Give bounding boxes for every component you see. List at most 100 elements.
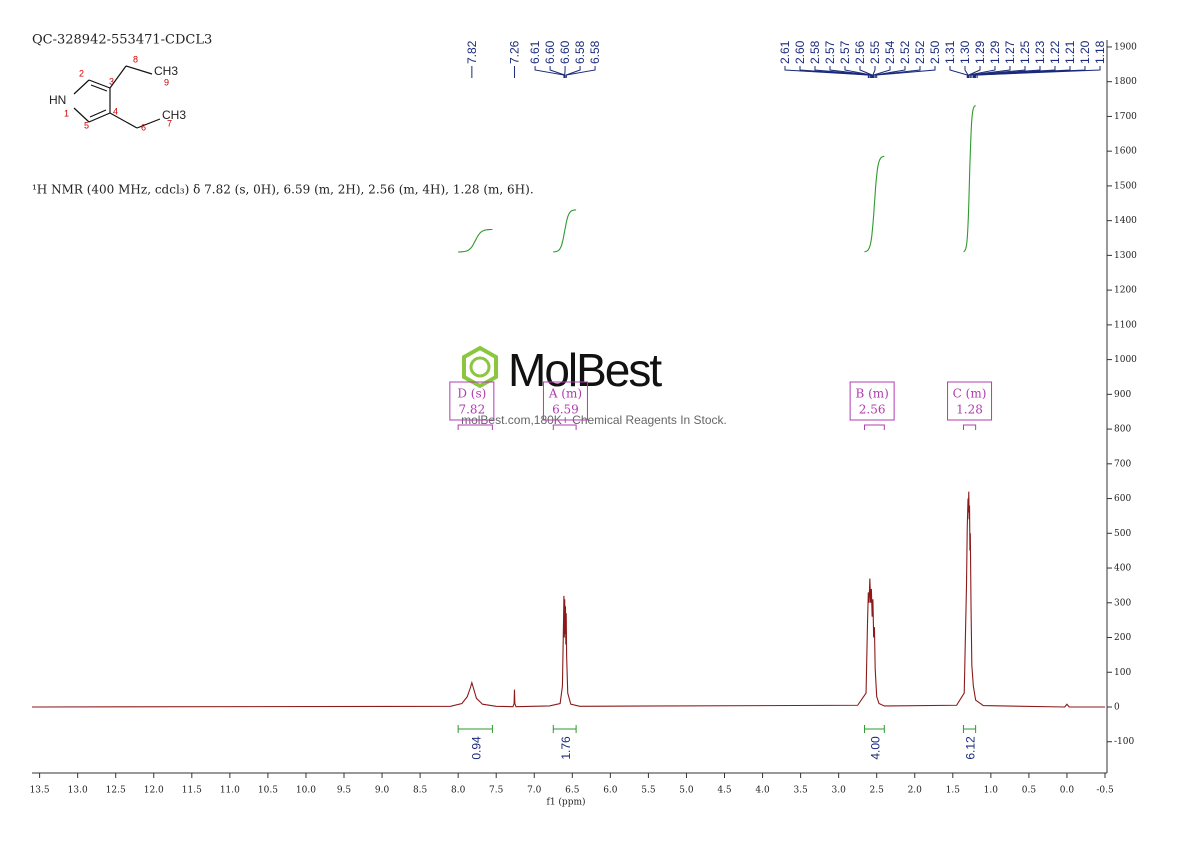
- atom-number: 4: [113, 106, 118, 116]
- bond: [73, 79, 90, 95]
- x-tick-label: 7.5: [489, 786, 504, 796]
- y-tick-label: 1200: [1114, 286, 1137, 296]
- bond: [109, 65, 127, 89]
- atom-number: 6: [141, 122, 146, 132]
- x-tick-label: 12.0: [144, 786, 164, 796]
- multiplet-label: B (m): [855, 387, 888, 401]
- x-tick-label: 4.5: [717, 786, 732, 796]
- bond: [73, 107, 90, 123]
- y-tick-label: 500: [1114, 529, 1131, 539]
- integral-bracket: [962, 725, 977, 733]
- peak-connector: [844, 66, 872, 78]
- y-tick-label: 0: [1114, 702, 1120, 712]
- x-tick-label: 4.0: [755, 786, 770, 796]
- description: ¹H NMR (400 MHz, cdcl₃) δ 7.82 (s, 0H), …: [32, 183, 534, 197]
- bond: [136, 118, 161, 129]
- watermark: MolBest molBest.com,180K+ Chemical Reage…: [461, 344, 727, 427]
- y-tick-label: 300: [1114, 598, 1131, 608]
- atom-number: 1: [64, 108, 69, 118]
- peak-label: 2.58: [808, 40, 822, 64]
- logo-icon: [462, 345, 498, 389]
- peak-label: 7.82: [465, 40, 479, 64]
- atom-number: 7: [167, 118, 172, 128]
- multiplet-bracket: [457, 424, 493, 430]
- multiplet-shift: 7.82: [458, 403, 485, 417]
- bond: [109, 112, 138, 129]
- bond: [125, 65, 153, 75]
- peak-label: 1.29: [973, 40, 987, 64]
- x-tick-label: 3.0: [831, 786, 846, 796]
- integral-bracket: [457, 725, 493, 733]
- peak-label: 1.21: [1063, 40, 1077, 64]
- x-tick-label: 8.0: [451, 786, 466, 796]
- atom-number: 9: [164, 77, 169, 87]
- structure: [73, 65, 161, 129]
- y-tick-label: 1100: [1114, 320, 1137, 330]
- integral-label: 6.12: [964, 736, 978, 760]
- peak-connector: [565, 66, 596, 78]
- x-tick-label: 8.5: [413, 786, 428, 796]
- x-tick-label: 1.5: [946, 786, 961, 796]
- integral-label: 4.00: [869, 736, 883, 760]
- atom-number: 3: [109, 76, 114, 86]
- x-tick-label: 13.5: [30, 786, 50, 796]
- atom-number: 8: [133, 54, 138, 64]
- peak-label: 6.58: [573, 40, 587, 64]
- peak-connector: [976, 66, 1101, 78]
- y-tick-label: 800: [1114, 425, 1131, 435]
- integral-label: 0.94: [469, 736, 483, 760]
- x-tick-label: 0.5: [1022, 786, 1037, 796]
- multiplet-box: [449, 381, 495, 421]
- x-tick-label: 10.5: [258, 786, 278, 796]
- peak-connector: [784, 66, 869, 78]
- x-tick-label: 9.0: [375, 786, 390, 796]
- multiplet-box: [542, 381, 588, 421]
- peak-connector: [873, 66, 891, 78]
- x-tick-label: 6.5: [565, 786, 580, 796]
- x-tick-label: 9.5: [337, 786, 352, 796]
- y-tick-label: 1600: [1114, 147, 1137, 157]
- y-tick-label: 100: [1114, 668, 1131, 678]
- integral-bracket: [864, 725, 885, 733]
- x-tick-label: 0.0: [1060, 786, 1075, 796]
- multiplet-box: [947, 381, 993, 421]
- peak-label: 6.60: [543, 40, 557, 64]
- peak-label: 6.60: [558, 40, 572, 64]
- peak-connector: [549, 66, 566, 78]
- y-tick-label: 700: [1114, 459, 1131, 469]
- peak-connector: [949, 66, 968, 78]
- peak-label: 1.20: [1078, 40, 1092, 64]
- x-tick-label: 5.5: [641, 786, 656, 796]
- bond: [90, 84, 108, 92]
- x-tick-label: -0.5: [1096, 786, 1114, 796]
- peak-label: 2.55: [868, 40, 882, 64]
- y-tick-label: -100: [1114, 737, 1134, 747]
- spectrum: [31, 491, 1105, 708]
- y-tick-label: 200: [1114, 633, 1131, 643]
- peak-label: 1.25: [1018, 40, 1032, 64]
- y-tick-label: 1300: [1114, 251, 1137, 261]
- multiplet-shift: 6.59: [552, 403, 579, 417]
- x-tick-label: 1.0: [984, 786, 999, 796]
- peak-connector: [814, 66, 872, 78]
- peak-connector: [799, 66, 870, 78]
- multiplet-box: [849, 381, 895, 421]
- peak-label: 1.30: [958, 40, 972, 64]
- integral-label: 1.76: [559, 736, 573, 760]
- integral-curve: [963, 105, 976, 253]
- peak-label: 7.26: [508, 40, 522, 64]
- peak-label: 1.18: [1093, 40, 1107, 64]
- peak-label: 1.27: [1003, 40, 1017, 64]
- x-tick-label: 11.0: [220, 786, 240, 796]
- x-tick-label: 2.5: [870, 786, 885, 796]
- peak-label: 2.50: [928, 40, 942, 64]
- multiplet-bracket: [962, 424, 977, 430]
- peak-connector: [534, 66, 565, 78]
- peak-label: 2.57: [823, 40, 837, 64]
- y-tick-label: 600: [1114, 494, 1131, 504]
- peak-label: 2.54: [883, 40, 897, 64]
- watermark-text: molBest.com,180K+ Chemical Reagents In S…: [461, 413, 727, 427]
- multiplet-label: C (m): [953, 387, 987, 401]
